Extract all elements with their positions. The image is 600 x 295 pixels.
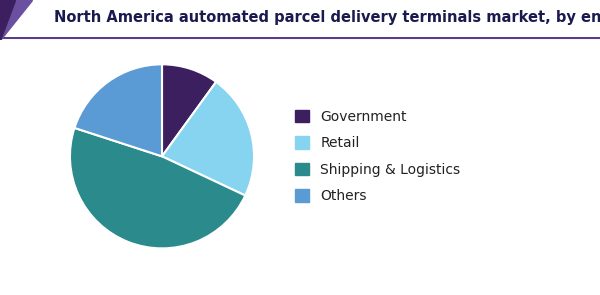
Text: North America automated parcel delivery terminals market, by end-use, 2016 (%): North America automated parcel delivery …: [54, 10, 600, 25]
Polygon shape: [0, 0, 32, 40]
Wedge shape: [162, 82, 254, 196]
Polygon shape: [0, 0, 15, 40]
Wedge shape: [162, 64, 216, 156]
Legend: Government, Retail, Shipping & Logistics, Others: Government, Retail, Shipping & Logistics…: [295, 110, 461, 203]
Wedge shape: [74, 64, 162, 156]
Wedge shape: [70, 128, 245, 248]
